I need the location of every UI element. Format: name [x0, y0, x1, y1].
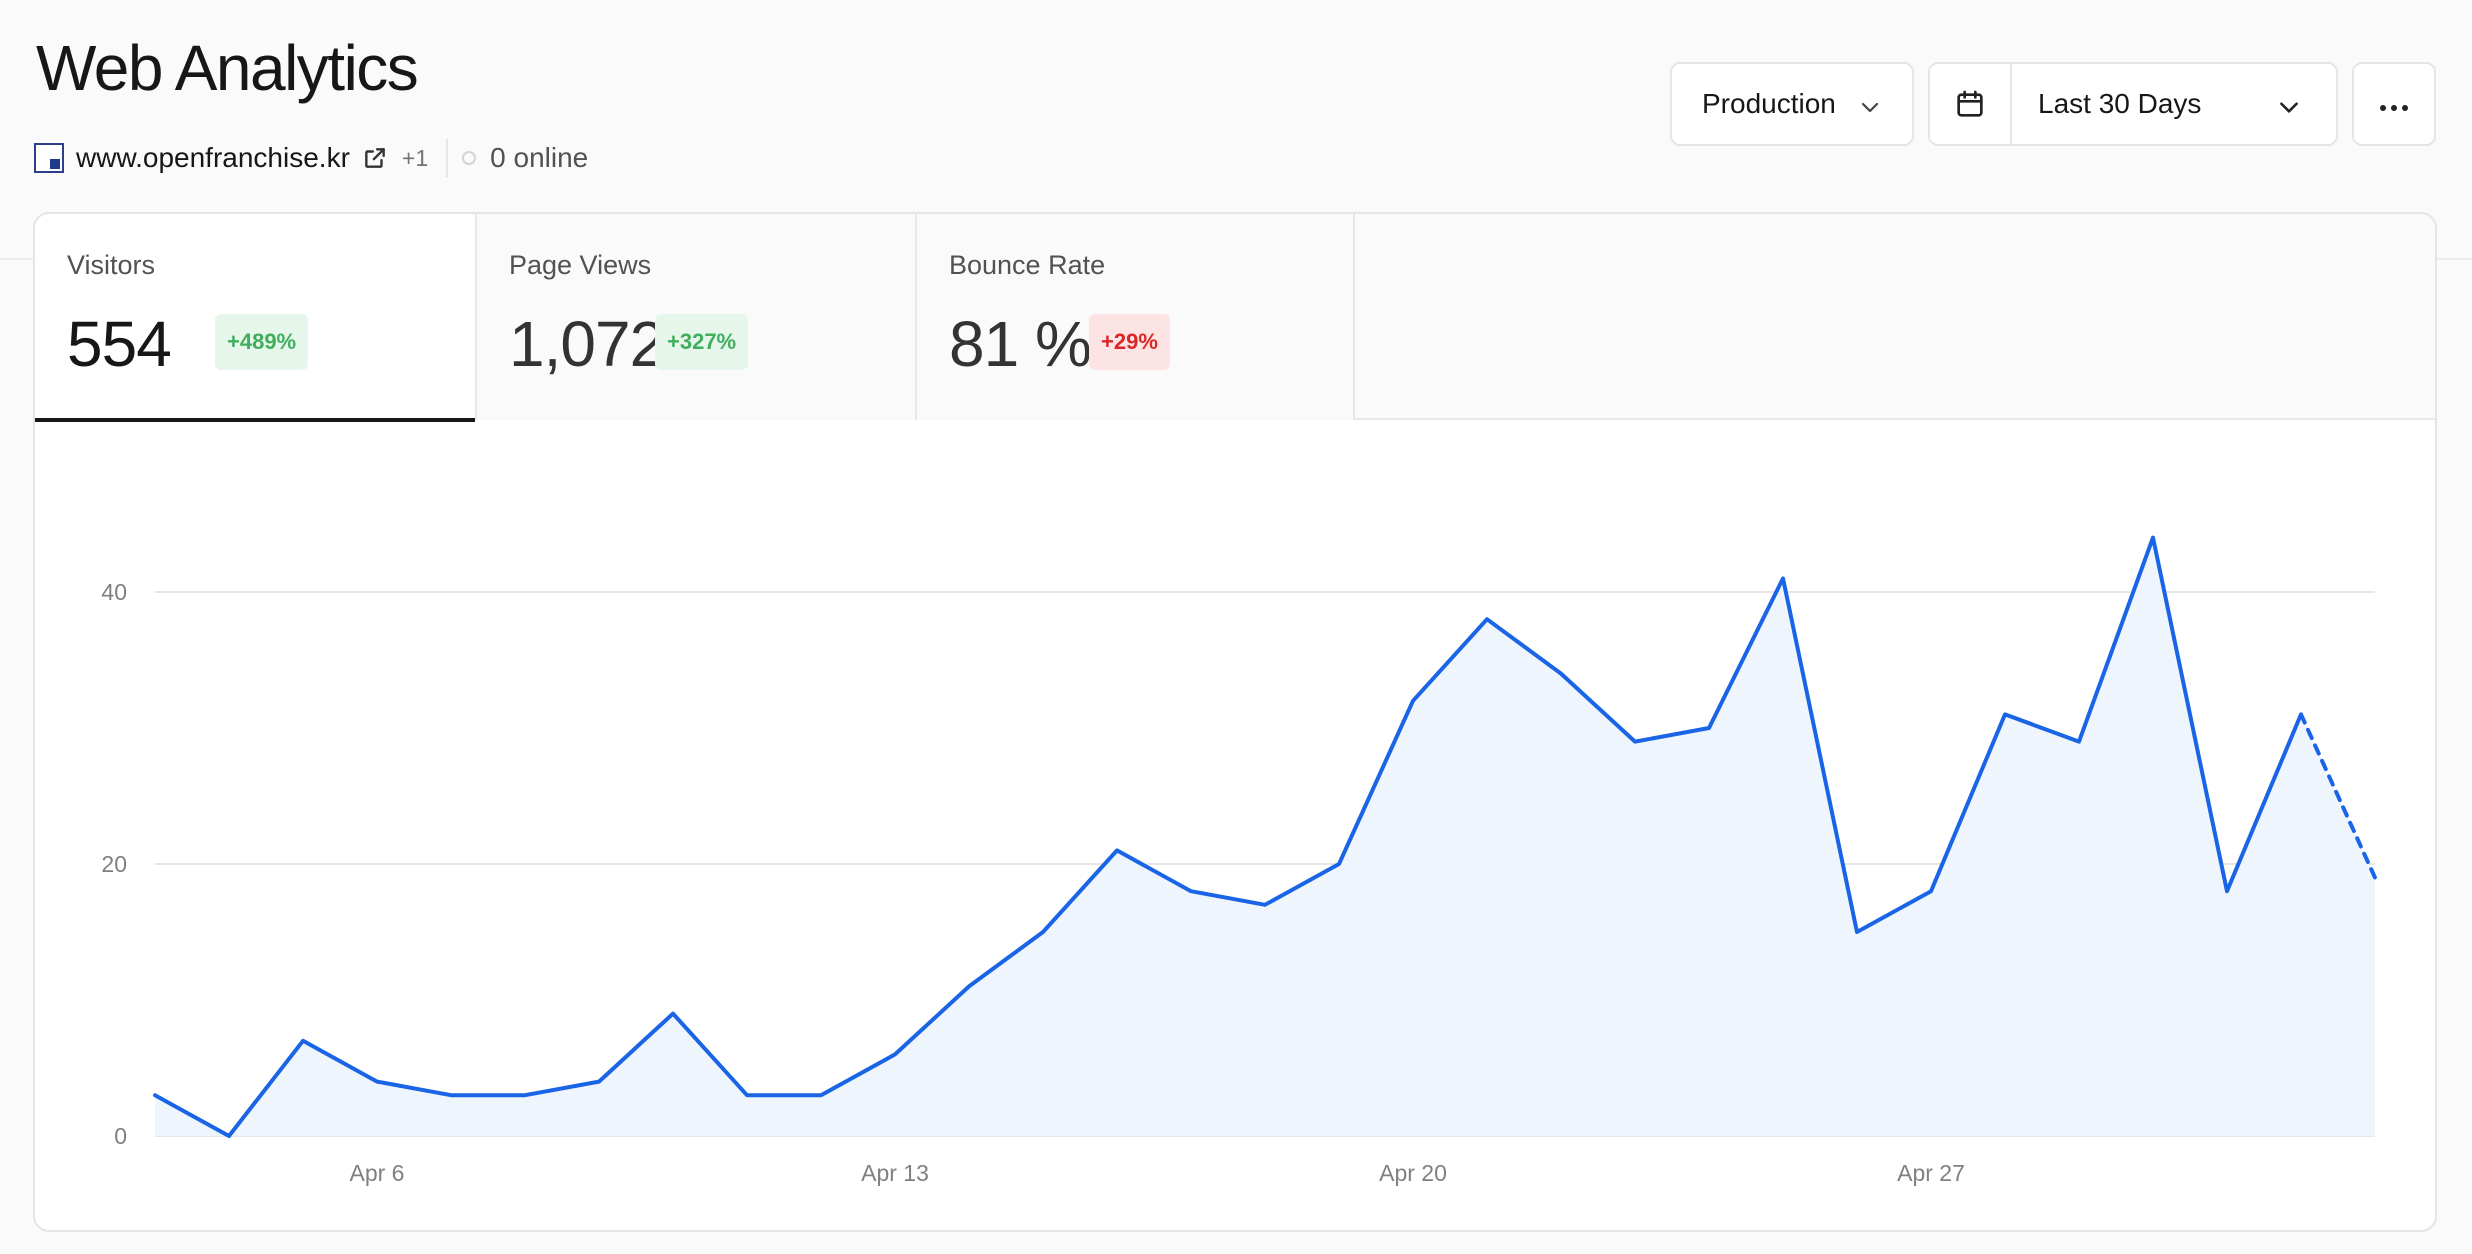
more-horizontal-icon [2378, 88, 2410, 120]
change-badge: +327% [655, 314, 749, 370]
metric-value: 554 [67, 308, 172, 380]
site-info: www.openfranchise.kr +1 0 online [34, 138, 588, 178]
site-favicon-icon [34, 143, 64, 173]
calendar-icon[interactable] [1930, 64, 2012, 144]
environment-select-label: Production [1702, 88, 1836, 119]
y-tick-label: 0 [114, 1123, 127, 1149]
tabs-filler [1355, 214, 2435, 418]
chart-point[interactable] [1181, 881, 1201, 901]
online-status-dot [462, 151, 477, 165]
chart-point[interactable] [589, 1072, 609, 1092]
y-tick-label: 20 [101, 851, 127, 877]
chart-point[interactable] [145, 1085, 165, 1105]
chart-point[interactable] [2365, 868, 2385, 888]
chart-point[interactable] [811, 1085, 831, 1105]
chart-series-line [153, 535, 2303, 1138]
date-range-select[interactable]: Last 30 Days [1928, 62, 2338, 146]
chart-point[interactable] [1699, 718, 1719, 738]
chart-point[interactable] [1477, 609, 1497, 629]
chart-point[interactable] [219, 1126, 239, 1146]
tab-page-views[interactable]: Page Views 1,072 +327% [477, 214, 917, 420]
metric-tabs: Visitors 554 +489% Page Views 1,072 +327… [35, 214, 2435, 422]
chart-point[interactable] [441, 1085, 461, 1105]
chart-point[interactable] [2217, 881, 2237, 901]
metric-value: 81 % [949, 308, 1092, 380]
more-options-button[interactable] [2352, 62, 2436, 146]
change-badge: +489% [215, 314, 309, 370]
chart-point[interactable] [1847, 922, 1867, 942]
tab-label: Page Views [509, 250, 652, 280]
x-axis: Apr 6 Apr 13 Apr 20 Apr 27 [350, 1160, 1965, 1186]
chart-point[interactable] [1033, 922, 1053, 942]
metric-value: 1,072 [509, 308, 665, 380]
page-title: Web Analytics [36, 32, 419, 104]
chart-point[interactable] [367, 1072, 387, 1092]
chart-point[interactable] [515, 1085, 535, 1105]
chart-point[interactable] [1995, 704, 2015, 724]
chart-point[interactable] [2143, 528, 2163, 548]
x-tick-label: Apr 27 [1897, 1160, 1965, 1186]
chart-point[interactable] [1329, 854, 1349, 874]
y-tick-label: 40 [101, 579, 127, 605]
x-tick-label: Apr 20 [1379, 1160, 1447, 1186]
analytics-card: Visitors 554 +489% Page Views 1,072 +327… [33, 212, 2437, 1232]
chart-point[interactable] [1551, 664, 1571, 684]
chevron-down-icon [1858, 94, 1882, 126]
chart-point[interactable] [1773, 568, 1793, 588]
chart-area-fill [155, 537, 2375, 1136]
chart-point[interactable] [293, 1031, 313, 1051]
x-tick-label: Apr 6 [350, 1160, 405, 1186]
chart-point[interactable] [1403, 691, 1423, 711]
tab-label: Visitors [67, 250, 156, 280]
visitors-chart: 0 20 40 Apr 6 Apr 13 Apr 20 Apr 27 [101, 528, 2385, 1186]
environment-select[interactable]: Production [1670, 62, 1914, 146]
external-link-icon[interactable] [362, 145, 388, 171]
y-axis: 0 20 40 [101, 579, 127, 1149]
chart-point[interactable] [663, 1004, 683, 1024]
divider [446, 139, 449, 177]
chart-point[interactable] [1107, 840, 1127, 860]
date-range-label: Last 30 Days [2038, 88, 2202, 119]
tab-bounce-rate[interactable]: Bounce Rate 81 % +29% [917, 214, 1355, 420]
chart-series-line-partial [2299, 712, 2377, 880]
chart-point[interactable] [1255, 895, 1275, 915]
change-badge: +29% [1089, 314, 1170, 370]
chart-point[interactable] [1625, 732, 1645, 752]
chart-point[interactable] [1921, 881, 1941, 901]
x-tick-label: Apr 13 [861, 1160, 929, 1186]
chart-point[interactable] [737, 1085, 757, 1105]
chart-point[interactable] [885, 1044, 905, 1064]
tab-label: Bounce Rate [949, 250, 1106, 280]
chart-point[interactable] [959, 976, 979, 996]
chart-point[interactable] [2069, 732, 2089, 752]
site-domain-link[interactable]: www.openfranchise.kr [76, 142, 350, 173]
chevron-down-icon [2276, 94, 2302, 127]
additional-domains-count[interactable]: +1 [401, 144, 429, 171]
tab-visitors[interactable]: Visitors 554 +489% [35, 214, 477, 422]
chart-point[interactable] [2291, 704, 2311, 724]
online-count: 0 online [490, 142, 589, 173]
